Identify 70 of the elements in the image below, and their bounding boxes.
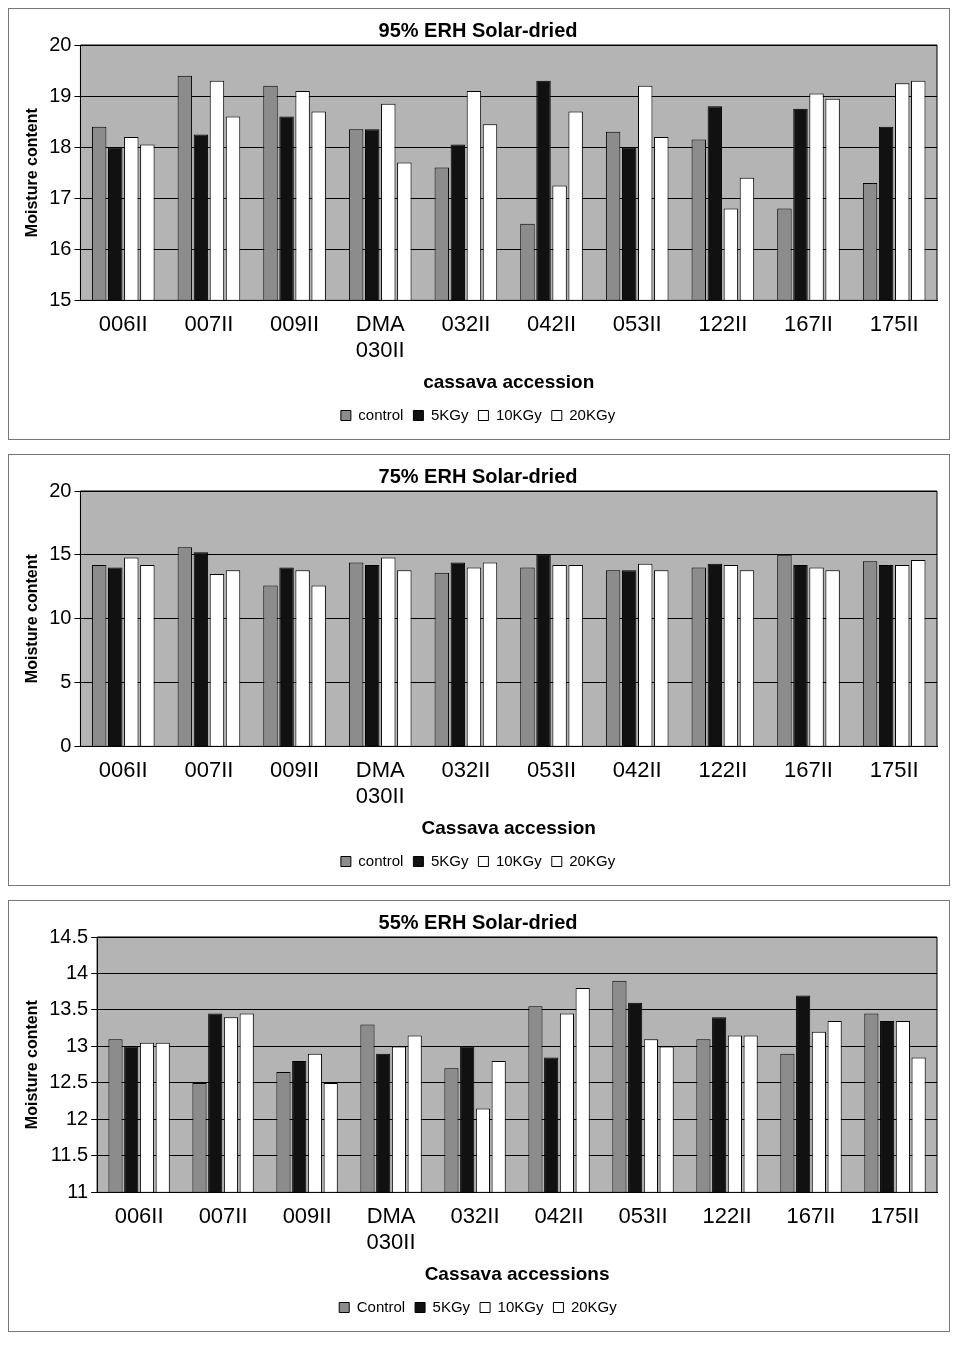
- x-tick-label: 009II: [270, 310, 320, 336]
- chart-title: 75% ERH Solar-dried: [378, 464, 578, 487]
- y-tick-label: 16: [49, 236, 72, 259]
- y-tick-label: 5: [60, 670, 72, 693]
- legend-label: 5KGy: [430, 405, 469, 423]
- x-axis-title: cassava accession: [423, 370, 595, 392]
- x-tick-label: 053II: [612, 310, 662, 336]
- y-axis-title: Moisture content: [23, 553, 41, 684]
- legend-label: control: [358, 405, 404, 423]
- chart-title: 55% ERH Solar-dried: [378, 910, 578, 933]
- legend-label: 10KGy: [495, 851, 543, 869]
- x-tick-label: 122II: [702, 1202, 752, 1228]
- legend-label: control: [358, 851, 404, 869]
- legend-label: 5KGy: [430, 851, 469, 869]
- x-tick-label: 032II: [441, 310, 491, 336]
- y-tick-label: 10: [49, 606, 72, 629]
- x-tick-label: 042II: [612, 756, 662, 782]
- legend-label: 5KGy: [432, 1297, 471, 1315]
- x-tick-label: 175II: [869, 310, 919, 336]
- x-tick-label: 122II: [698, 756, 748, 782]
- y-tick-label: 15: [49, 287, 72, 310]
- legend-label: 20KGy: [570, 1297, 618, 1315]
- x-tick-label: 167II: [784, 756, 833, 782]
- y-axis-title: Moisture content: [23, 999, 41, 1130]
- x-tick-label: 032II: [441, 756, 491, 782]
- x-tick-label: 009II: [282, 1202, 332, 1228]
- y-tick-label: 11: [67, 1179, 89, 1202]
- legend-label: 20KGy: [569, 851, 616, 869]
- x-tick-label: 007II: [184, 756, 234, 782]
- x-tick-label: 006II: [98, 756, 148, 782]
- x-axis-title: Cassava accession: [421, 816, 596, 838]
- y-tick-label: 15: [49, 542, 72, 565]
- x-tick-label: 007II: [184, 310, 234, 336]
- x-tick-label: 053II: [527, 756, 577, 782]
- y-tick-label: 0: [60, 733, 72, 756]
- x-axis-title: Cassava accessions: [424, 1262, 610, 1284]
- legend-label: 10KGy: [497, 1297, 544, 1315]
- x-tick-label: 007II: [198, 1202, 248, 1228]
- y-tick-label: 11.5: [50, 1143, 89, 1166]
- y-tick-label: 18: [49, 134, 72, 157]
- x-tick-label: DMA 030II: [355, 756, 406, 809]
- y-tick-label: 13.5: [49, 997, 89, 1020]
- y-tick-label: 14.5: [49, 924, 89, 947]
- x-tick-label: 175II: [869, 756, 919, 782]
- y-axis-title: Moisture content: [23, 107, 41, 238]
- y-tick-label: 14: [65, 961, 89, 983]
- x-tick-label: 032II: [450, 1202, 500, 1228]
- x-tick-label: 167II: [784, 310, 833, 336]
- y-tick-label: 13: [65, 1033, 89, 1056]
- y-tick-label: 19: [49, 83, 72, 106]
- legend-label: 10KGy: [495, 405, 543, 423]
- x-tick-label: 122II: [698, 310, 748, 336]
- x-tick-label: 009II: [270, 756, 320, 782]
- y-tick-label: 20: [49, 478, 72, 501]
- x-tick-label: 006II: [114, 1202, 164, 1228]
- x-tick-label: 006II: [98, 310, 148, 336]
- y-tick-label: 12: [65, 1106, 89, 1129]
- y-tick-label: 12.5: [49, 1070, 89, 1093]
- legend-label: Control: [356, 1297, 406, 1315]
- x-tick-label: 042II: [527, 310, 577, 336]
- x-tick-label: 053II: [618, 1202, 668, 1228]
- x-tick-label: DMA 030II: [355, 310, 406, 363]
- x-tick-label: 175II: [870, 1202, 920, 1228]
- x-tick-label: 167II: [786, 1202, 836, 1228]
- chart-title: 95% ERH Solar-dried: [378, 18, 578, 41]
- x-tick-label: DMA 030II: [366, 1202, 416, 1255]
- y-tick-label: 17: [49, 185, 72, 208]
- y-tick-label: 20: [49, 32, 72, 55]
- legend-label: 20KGy: [569, 405, 616, 423]
- x-tick-label: 042II: [534, 1202, 584, 1228]
